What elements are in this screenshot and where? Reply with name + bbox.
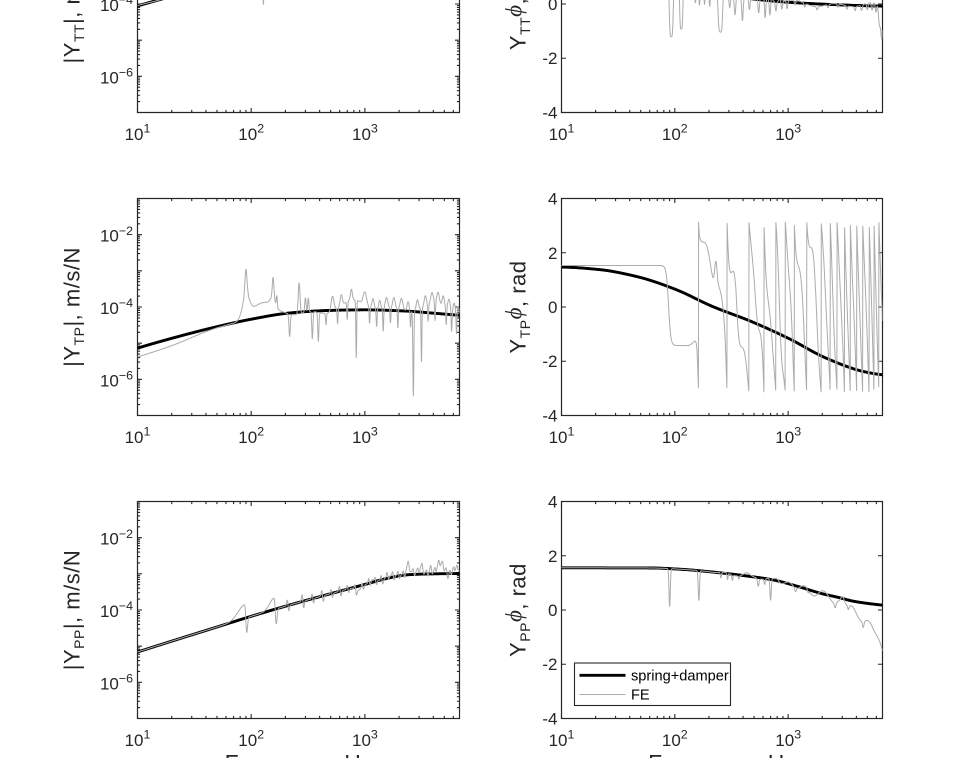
svg-text:0: 0: [548, 298, 557, 317]
svg-text:0: 0: [548, 601, 557, 620]
svg-text:0: 0: [548, 0, 557, 14]
svg-text:|YTP|, m/s/N: |YTP|, m/s/N: [60, 247, 88, 367]
svg-text:4: 4: [548, 493, 557, 512]
svg-text:2: 2: [548, 547, 557, 566]
svg-text:-2: -2: [542, 352, 557, 371]
svg-text:|YTT|, m/s/N: |YTT|, m/s/N: [60, 0, 88, 63]
svg-text:-2: -2: [542, 655, 557, 674]
svg-text:-4: -4: [542, 104, 557, 123]
svg-text:-2: -2: [542, 49, 557, 68]
svg-text:Frequency, Hz: Frequency, Hz: [648, 750, 796, 758]
svg-text:-4: -4: [542, 407, 557, 426]
svg-text:YTPϕ, rad: YTPϕ, rad: [502, 260, 534, 353]
svg-text:YPPϕ, rad: YPPϕ, rad: [502, 563, 534, 657]
svg-text:FE: FE: [631, 688, 650, 704]
svg-text:spring+damper: spring+damper: [631, 668, 729, 684]
svg-text:4: 4: [548, 190, 557, 209]
svg-text:|YPP|, m/s/N: |YPP|, m/s/N: [60, 550, 88, 670]
svg-text:2: 2: [548, 244, 557, 263]
svg-text:-4: -4: [542, 710, 557, 729]
svg-text:Frequency, Hz: Frequency, Hz: [225, 750, 373, 758]
